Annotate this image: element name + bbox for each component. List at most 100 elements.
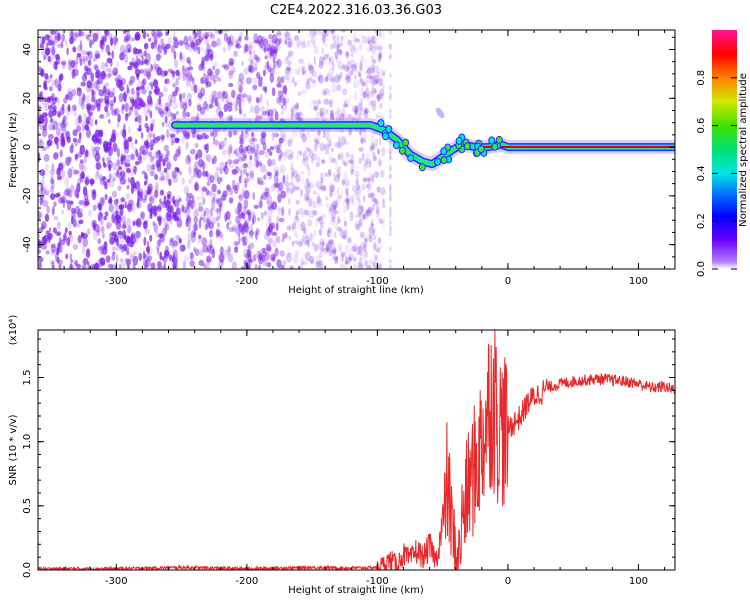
noise-speck	[53, 136, 60, 144]
noise-speck	[322, 37, 327, 42]
noise-speck	[147, 151, 153, 158]
noise-speck	[193, 223, 198, 232]
noise-speck	[313, 100, 319, 111]
noise-speck	[128, 34, 132, 43]
noise-speck	[93, 64, 99, 71]
noise-speck	[232, 185, 238, 191]
noise-speck	[346, 67, 350, 73]
noise-speck	[156, 206, 162, 212]
noise-speck	[50, 244, 56, 248]
noise-speck	[181, 92, 186, 100]
track-blob	[463, 142, 471, 151]
noise-speck	[38, 104, 42, 110]
noise-speck	[225, 95, 230, 105]
noise-speck	[56, 192, 61, 198]
noise-speck	[324, 76, 329, 83]
noise-speck	[121, 103, 125, 110]
noise-speck	[69, 145, 74, 154]
noise-speck	[389, 219, 392, 225]
noise-speck	[329, 109, 334, 119]
noise-speck	[316, 262, 321, 269]
noise-speck	[270, 112, 274, 119]
noise-speck	[85, 149, 88, 158]
noise-speck	[42, 124, 47, 131]
noise-speck	[254, 263, 258, 269]
noise-speck	[212, 155, 217, 165]
noise-speck	[164, 249, 170, 257]
noise-speck	[206, 255, 212, 263]
noise-speck	[207, 141, 210, 147]
noise-speck	[115, 132, 119, 138]
noise-speck	[110, 37, 114, 46]
noise-speck	[373, 41, 379, 50]
noise-speck	[146, 138, 149, 148]
noise-speck	[102, 232, 105, 239]
noise-speck	[379, 50, 383, 59]
noise-speck	[299, 129, 305, 138]
noise-speck	[315, 260, 322, 266]
noise-speck	[108, 203, 114, 213]
noise-speck	[223, 64, 230, 71]
noise-speck	[67, 221, 72, 230]
noise-speck	[98, 174, 103, 182]
noise-speck	[119, 44, 126, 54]
noise-speck	[389, 113, 392, 119]
noise-speck	[301, 65, 307, 75]
noise-speck	[284, 182, 289, 191]
noise-speck	[370, 76, 374, 86]
noise-speck	[171, 93, 176, 103]
noise-speck	[151, 30, 156, 37]
noise-speck	[153, 209, 156, 216]
noise-speck	[233, 101, 239, 106]
noise-speck	[262, 38, 269, 47]
noise-speck	[123, 138, 129, 145]
noise-speck	[389, 173, 392, 179]
noise-speck	[353, 30, 356, 41]
noise-speck	[379, 103, 383, 109]
noise-speck	[172, 113, 177, 120]
noise-speck	[353, 45, 359, 55]
snr-series-line	[38, 330, 675, 570]
noise-speck	[262, 69, 266, 77]
noise-speck	[63, 189, 70, 197]
noise-speck	[223, 249, 230, 258]
noise-speck	[286, 55, 290, 60]
noise-speck	[343, 33, 348, 44]
noise-speck	[351, 254, 357, 262]
noise-speck	[372, 253, 378, 261]
figure-title: C2E4.2022.316.03.36.G03	[270, 3, 442, 18]
noise-speck	[154, 174, 159, 180]
noise-speck	[269, 50, 275, 57]
noise-speck	[370, 64, 376, 70]
noise-speck	[234, 165, 240, 174]
noise-speck	[335, 161, 338, 171]
noise-speck	[67, 58, 74, 65]
noise-speck	[317, 129, 321, 136]
noise-speck	[227, 44, 231, 52]
noise-speck	[46, 140, 50, 150]
noise-speck	[57, 83, 62, 92]
noise-speck	[93, 189, 96, 198]
noise-speck	[354, 109, 358, 115]
noise-speck	[149, 110, 153, 119]
track-blob	[418, 163, 426, 172]
noise-speck	[265, 227, 272, 237]
noise-speck	[40, 183, 44, 192]
noise-speck	[134, 31, 141, 41]
noise-speck	[157, 44, 163, 54]
noise-speck	[50, 83, 54, 92]
noise-speck	[172, 101, 178, 110]
noise-speck	[231, 66, 236, 74]
noise-speck	[60, 195, 67, 204]
noise-speck	[157, 266, 161, 269]
noise-speck	[184, 42, 189, 50]
noise-speck	[178, 40, 184, 46]
noise-speck	[58, 259, 63, 265]
noise-speck	[302, 157, 309, 167]
noise-speck	[213, 74, 219, 83]
noise-speck	[136, 86, 141, 91]
noise-speck	[372, 204, 375, 211]
noise-speck	[70, 31, 75, 39]
noise-speck	[185, 218, 189, 228]
noise-speck	[361, 35, 367, 45]
